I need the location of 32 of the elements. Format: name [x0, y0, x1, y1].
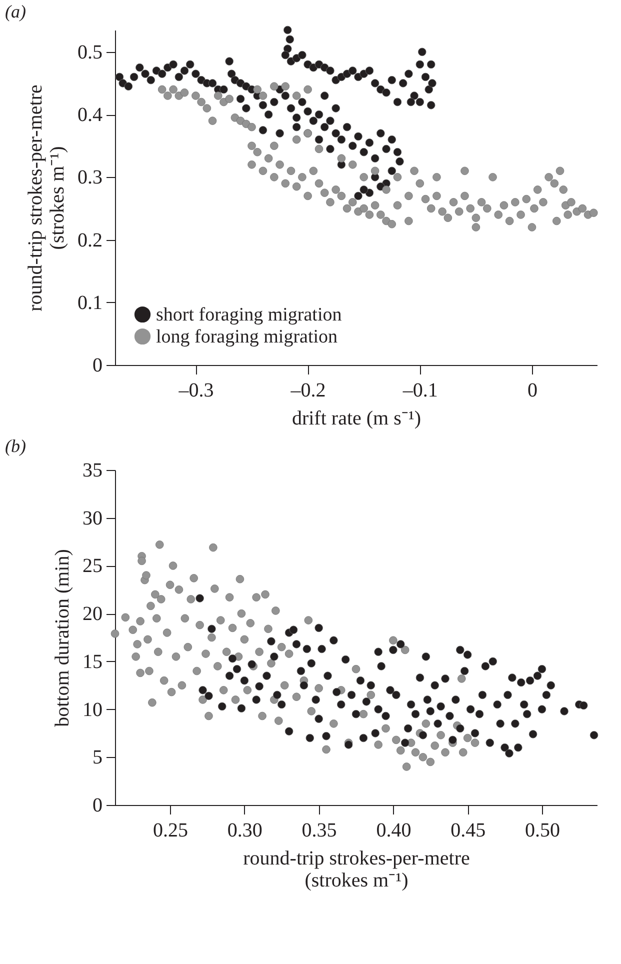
y-axis-title: bottom duration (min): [52, 549, 74, 727]
y-tick-label: 0.2: [78, 229, 102, 252]
y-tick-label: 5: [92, 746, 102, 769]
y-tick-label: 0: [92, 794, 102, 816]
x-tick-label: –0.1: [402, 380, 438, 402]
legend-label: short foraging migration: [156, 304, 342, 326]
y-tick-label: 30: [82, 507, 102, 530]
y-tick-label: 0.3: [78, 166, 102, 189]
y-tick-label: 25: [82, 555, 102, 578]
x-tick-label: 0.40: [376, 820, 412, 842]
x-axis-title: drift rate (m s⁻¹): [292, 408, 422, 430]
y-tick-label: 0: [92, 354, 102, 376]
y-tick-label: 0.5: [78, 41, 102, 64]
x-tick-label: 0.25: [153, 820, 188, 842]
chart-title: (a): [5, 1, 26, 22]
y-tick-label: 0.4: [78, 104, 102, 126]
x-tick-label: 0.50: [524, 820, 560, 842]
y-tick-label: 0.1: [78, 292, 102, 314]
chart-title: (b): [5, 436, 26, 456]
x-tick-label: 0: [527, 380, 538, 402]
x-tick-label: 0.45: [450, 820, 486, 842]
y-tick-label: 10: [82, 698, 102, 721]
x-axis-title: round-trip strokes-per-metre (strokes m⁻¹): [243, 848, 470, 892]
x-tick-label: –0.2: [290, 380, 326, 402]
x-tick-label: 0.30: [227, 820, 262, 842]
y-tick-label: 20: [82, 603, 102, 626]
x-tick-label: –0.3: [178, 380, 214, 402]
y-axis-title: round-trip strokes-per-metre (strokes m⁻¹): [24, 84, 68, 312]
legend-label: long foraging migration: [156, 326, 338, 348]
x-tick-label: 0.35: [302, 820, 337, 842]
y-tick-label: 35: [82, 460, 102, 482]
y-tick-label: 15: [82, 650, 102, 673]
